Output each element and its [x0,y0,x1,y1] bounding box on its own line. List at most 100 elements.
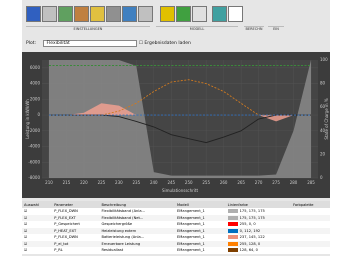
table-cell: EMangement_1 [175,247,226,254]
color-swatch [228,216,238,220]
cell-text: EMangement_1 [177,235,205,239]
x-tick-label: 235 [133,180,141,185]
column-header: Modell [175,201,226,208]
toolbar-button[interactable] [26,6,41,22]
cell-text: Residuallast [101,248,123,252]
toolbar-button[interactable] [228,6,243,22]
y2-tick-label: 80 [320,81,326,86]
cell-text: P_FLEX_DWN [54,235,78,239]
toolbar-button[interactable] [106,6,121,22]
toolbar-button[interactable] [74,6,89,22]
cell-text: EMangement_1 [177,222,205,226]
cell-text: 128, 64, 0 [240,248,258,252]
checkbox-label: Ergebnisdaten laden [144,41,190,46]
y2-tick-label: 20 [320,151,326,156]
cell-text: 255, 128, 0 [240,242,261,246]
cell-text: Flexibilitätsband (Anla... [101,209,144,213]
toolbar-button[interactable] [212,6,227,22]
column-header: Linienfarbe [226,201,291,208]
cell-text: P_el_tot [54,242,68,246]
cell-text: Batterieleistung (Anla... [101,235,144,239]
cell-text: Erneuerbare Leistung [101,242,140,246]
toolbar-button[interactable] [176,6,191,22]
x-axis-label: Simulationsschritt [162,188,199,193]
toolbar-button[interactable] [160,6,175,22]
toolbar-group-label: MODELL [156,26,238,31]
cell-text: 175, 175, 175 [240,216,265,220]
x-tick-label: 225 [98,180,106,185]
color-swatch [228,222,238,226]
color-swatch [228,229,238,233]
x-tick-label: 270 [255,180,263,185]
x-tick-label: 240 [150,180,158,185]
x-tick-label: 280 [290,180,298,185]
y-tick-label: 6000 [30,65,41,70]
cell-text: 255, 0, 0 [240,222,256,226]
toolbar-button[interactable] [58,6,73,22]
y-tick-label: 2000 [30,96,41,101]
select-checkbox[interactable]: ☑ [22,247,52,254]
column-header: Farbpalette [291,201,330,208]
color-swatch [228,242,238,246]
cell-text: EMangement_1 [177,229,205,233]
column-header: Parameter [52,201,99,208]
plot-dropdown[interactable]: Flexibilität [43,40,137,47]
plot-label: Plot: [26,41,36,46]
toolbar-button[interactable] [192,6,207,22]
cell-text: P_Gespeichert [54,222,80,226]
cell-text: 175, 175, 175 [240,209,265,213]
x-tick-label: 215 [63,180,71,185]
toolbar-group-label: EIN [268,26,284,31]
x-tick-label: 275 [272,180,280,185]
app-window: EINSTELLUNGEN MODELL BERECHN EIN Plot: Flex… [22,0,330,256]
x-tick-label: 230 [115,180,123,185]
chart: -8000-6000-4000-200002000400060000204060… [22,52,330,198]
color-swatch [228,248,238,252]
x-tick-label: 210 [45,180,53,185]
x-tick-label: 285 [307,180,315,185]
x-tick-label: 260 [220,180,228,185]
y-tick-label: -8000 [28,175,40,180]
cell-text: 237, 145, 122 [240,235,265,239]
color-swatch [228,209,238,213]
page: {"toolbar": {"groups": ["EINSTELLUNGEN",… [0,0,352,256]
y-tick-label: -4000 [28,144,40,149]
color-swatch [228,235,238,239]
cell-text: EMangement_1 [177,209,205,213]
cell-text: EMangement_1 [177,248,205,252]
cell-text: 0, 112, 192 [240,229,261,233]
toolbar-button[interactable] [122,6,137,22]
toolbar-button[interactable] [90,6,105,22]
cell-text: P_RL [54,248,62,252]
table-row: ☑P_RL Residuallast EMangement_1 128, 64, 0 [22,247,330,254]
toolbar-group-label: EINSTELLUNGEN [26,26,150,31]
checkbox[interactable]: ☐ [139,41,143,46]
x-tick-label: 255 [202,180,210,185]
parameter-table: AuswahlParameterBeschreibungModellLinien… [22,201,330,254]
x-tick-label: 245 [167,180,175,185]
plot-selector: Plot: Flexibilität ☐ Ergebnisdaten laden [26,40,191,47]
palette-cell [291,247,330,254]
cell-text: Gespeichergröße [101,222,132,226]
cell-text: P_FLEX_EXT [54,216,75,220]
cell-text: EMangement_1 [177,216,205,220]
toolbar-button[interactable] [138,6,153,22]
line-color: 128, 64, 0 [226,247,291,254]
cell-text: P_HEAT_EXT [54,229,76,233]
toolbar-group-label: BERECHN [244,26,264,31]
column-header: Beschreibung [99,201,175,208]
y-axis-label: Leistung in kW/kWh [25,99,30,139]
cell-text: Heizleistung extern [101,229,136,233]
x-tick-label: 250 [185,180,193,185]
table-cell: Residuallast [99,247,175,254]
y-tick-label: -6000 [28,159,40,164]
y2-tick-label: 100 [320,57,328,62]
cell-text: P_FLEX_DWN [54,209,78,213]
y2-axis-label: State of Charge in % [324,98,329,140]
cell-text: EMangement_1 [177,242,205,246]
column-header: Auswahl [22,201,52,208]
y-tick-label: 4000 [30,81,41,86]
x-tick-label: 220 [80,180,88,185]
toolbar-button[interactable] [42,6,57,22]
x-tick-label: 265 [237,180,245,185]
